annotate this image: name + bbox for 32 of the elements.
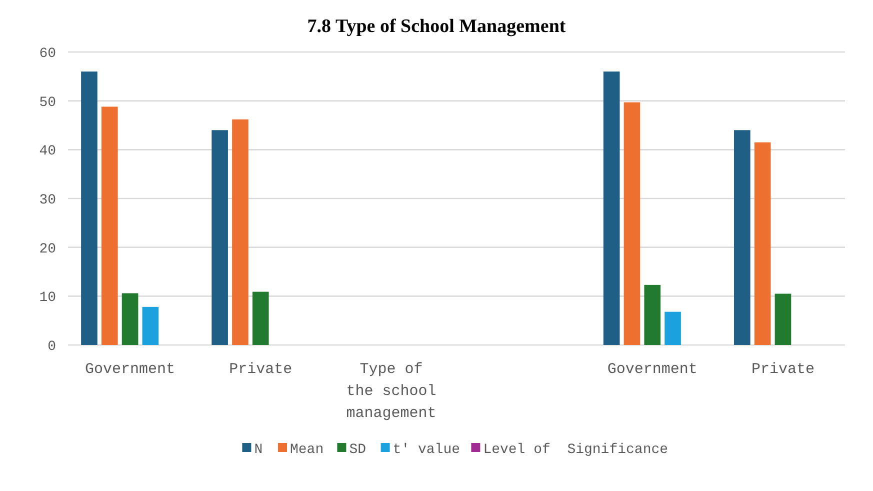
bar <box>142 306 159 345</box>
y-tick-label: 30 <box>39 192 56 208</box>
bar <box>212 130 228 345</box>
bar <box>81 72 98 345</box>
y-tick-label: 10 <box>39 290 56 306</box>
x-tick-label: Government <box>85 361 176 378</box>
bar <box>734 130 750 345</box>
bar <box>122 293 138 345</box>
bar <box>644 284 661 345</box>
bar <box>252 292 269 345</box>
chart-title: 7.8 Type of School Management <box>307 16 566 37</box>
legend-label: Level of Significance <box>483 442 668 458</box>
bar <box>101 106 118 345</box>
x-tick-label: Government <box>607 361 698 378</box>
x-tick-label: Type of the school management <box>346 361 436 422</box>
y-tick-label: 20 <box>39 241 56 258</box>
bar <box>754 142 771 345</box>
bar <box>624 102 640 345</box>
legend-label: Mean <box>290 442 324 458</box>
x-tick-label: Private <box>229 361 292 378</box>
legend-label: t' value <box>392 442 460 458</box>
y-tick-label: 0 <box>48 339 56 355</box>
legend-label: N <box>254 442 263 458</box>
bar <box>774 294 792 345</box>
y-tick-label: 60 <box>39 46 56 62</box>
bar <box>603 72 620 345</box>
y-tick-label: 40 <box>39 144 56 160</box>
bar <box>232 119 248 345</box>
y-tick-label: 50 <box>39 94 56 111</box>
x-tick-label: Private <box>751 361 814 378</box>
bar <box>664 312 681 345</box>
legend-label: SD <box>349 442 366 458</box>
